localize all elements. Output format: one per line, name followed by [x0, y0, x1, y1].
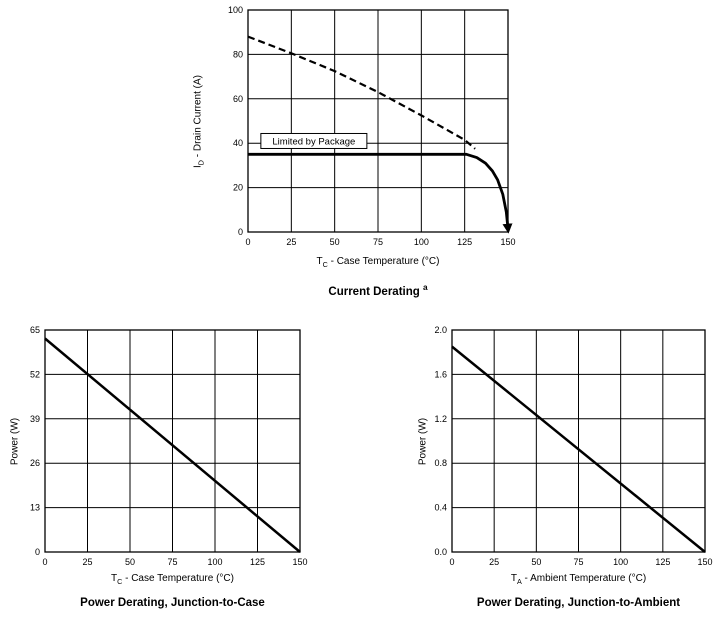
- svg-text:0: 0: [449, 557, 454, 567]
- svg-text:1.2: 1.2: [434, 414, 447, 424]
- chart-canvas: 0 25 50 75 100 125 150 0 13 26 39 52 65: [30, 325, 308, 567]
- title-text: Power Derating, Junction-to-Case: [80, 597, 265, 609]
- current-derating-x-axis-label: TC - Case Temperature (°C): [248, 256, 508, 269]
- label-text: - Drain Current (A): [192, 75, 204, 161]
- current-derating-plot: 0 25 50 75 100 125 150 0 20 40 60 80 100 Limited by P…: [216, 2, 522, 257]
- svg-text:13: 13: [30, 503, 40, 513]
- svg-text:20: 20: [233, 183, 243, 193]
- chart-canvas: 0 25 50 75 100 125 150 0 20 40 60 80 100 Limited by P…: [228, 5, 516, 247]
- power-derating-ja-plot: 0 25 50 75 100 125 150 0.0 0.4 0.8 1.2 1.6 2.0: [420, 322, 719, 577]
- svg-text:0.8: 0.8: [434, 458, 447, 468]
- svg-text:25: 25: [82, 557, 92, 567]
- svg-text:150: 150: [500, 237, 515, 247]
- svg-text:50: 50: [330, 237, 340, 247]
- svg-text:25: 25: [286, 237, 296, 247]
- svg-text:0: 0: [245, 237, 250, 247]
- svg-text:50: 50: [125, 557, 135, 567]
- svg-text:150: 150: [292, 557, 307, 567]
- svg-text:0.4: 0.4: [434, 503, 447, 513]
- svg-text:100: 100: [414, 237, 429, 247]
- svg-text:52: 52: [30, 369, 40, 379]
- svg-text:125: 125: [250, 557, 265, 567]
- svg-text:75: 75: [573, 557, 583, 567]
- label-text: T: [510, 573, 517, 584]
- svg-text:0.0: 0.0: [434, 547, 447, 557]
- power-derating-ja-title: Power Derating, Junction-to-Ambient: [426, 597, 728, 609]
- svg-text:40: 40: [233, 138, 243, 148]
- label-subscript: D: [196, 160, 206, 166]
- svg-text:0: 0: [238, 227, 243, 237]
- svg-text:65: 65: [30, 325, 40, 335]
- svg-text:125: 125: [655, 557, 670, 567]
- label-text: - Case Temperature (°C): [327, 256, 440, 267]
- current-derating-y-axis-label: ID - Drain Current (A): [193, 11, 206, 233]
- label-text: I: [192, 165, 204, 168]
- svg-text:26: 26: [30, 458, 40, 468]
- svg-text:100: 100: [207, 557, 222, 567]
- title-text: Power Derating, Junction-to-Ambient: [476, 597, 681, 609]
- svg-text:125: 125: [457, 237, 472, 247]
- svg-text:25: 25: [489, 557, 499, 567]
- svg-text:1.6: 1.6: [434, 369, 447, 379]
- label-text: T: [316, 256, 323, 267]
- power-derating-jc-title: Power Derating, Junction-to-Case: [20, 597, 325, 609]
- svg-text:100: 100: [613, 557, 628, 567]
- svg-text:75: 75: [373, 237, 383, 247]
- svg-text:0: 0: [42, 557, 47, 567]
- svg-text:150: 150: [697, 557, 712, 567]
- power-derating-jc-plot: 0 25 50 75 100 125 150 0 13 26 39 52 65: [13, 322, 314, 577]
- title-footnote-marker: a: [422, 283, 428, 292]
- power-derating-ja-x-axis-label: TA - Ambient Temperature (°C): [452, 573, 705, 586]
- label-subscript: C: [117, 577, 123, 586]
- svg-text:50: 50: [531, 557, 541, 567]
- svg-text:80: 80: [233, 49, 243, 59]
- label-text: - Ambient Temperature (°C): [521, 573, 647, 584]
- chart-canvas: 0 25 50 75 100 125 150 0.0 0.4 0.8 1.2 1.6 2.0: [434, 325, 712, 567]
- title-text: Current Derating: [328, 285, 420, 298]
- svg-text:2.0: 2.0: [434, 325, 447, 335]
- svg-text:39: 39: [30, 414, 40, 424]
- svg-text:100: 100: [228, 5, 243, 15]
- label-subscript: A: [516, 577, 522, 586]
- power-derating-jc-x-axis-label: TC - Case Temperature (°C): [45, 573, 300, 586]
- svg-text:0: 0: [35, 547, 40, 557]
- svg-text:60: 60: [233, 94, 243, 104]
- label-text: - Case Temperature (°C): [122, 573, 234, 584]
- label-text: T: [111, 573, 118, 584]
- svg-text:Limited by Package: Limited by Package: [272, 136, 355, 147]
- current-derating-title: Current Derating a: [248, 283, 508, 298]
- svg-text:75: 75: [167, 557, 177, 567]
- label-subscript: C: [322, 260, 328, 269]
